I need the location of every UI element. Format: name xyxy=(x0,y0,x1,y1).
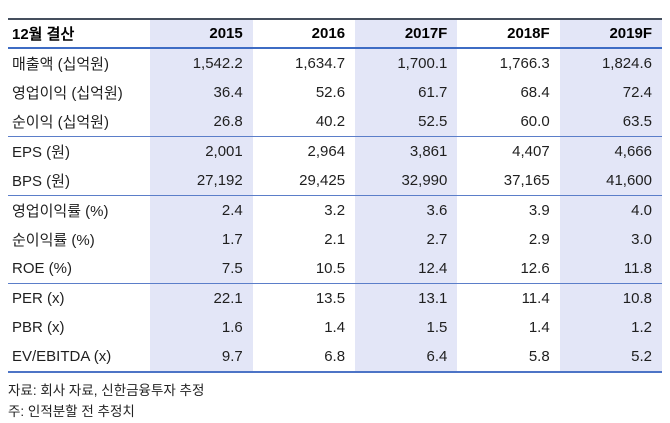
cell-value: 2.1 xyxy=(324,231,346,248)
table-row-revenue: 매출액 (십억원) 1,542.2 1,634.7 1,700.1 1,766.… xyxy=(8,48,662,78)
cell-value: 1,824.6 xyxy=(559,48,662,78)
cell-value: 68.4 xyxy=(520,84,550,101)
cell-value: 1.7 xyxy=(150,225,253,254)
row-label: 매출액 (십억원) xyxy=(12,56,109,73)
table-row-net-margin: 순이익률 (%) 1.7 2.1 2.7 2.9 3.0 xyxy=(8,225,662,254)
cell-value: 12.6 xyxy=(457,254,560,284)
header-fiscal-label: 12월 결산 xyxy=(8,18,151,49)
cell-value: 1,542.2 xyxy=(150,48,253,78)
cell-value: 2.9 xyxy=(528,231,550,248)
row-label: 영업이익 (십억원) xyxy=(12,85,123,102)
row-label: 순이익 (십억원) xyxy=(8,107,151,137)
cell-value: 3.0 xyxy=(559,225,662,254)
cell-value: 4,407 xyxy=(512,143,550,160)
cell-value: 13.5 xyxy=(315,290,346,307)
cell-value: 5.2 xyxy=(559,342,662,373)
row-label: ROE (%) xyxy=(8,254,151,284)
cell-value: 1.6 xyxy=(150,313,253,342)
cell-value: 61.7 xyxy=(355,78,458,107)
cell-value: 36.4 xyxy=(150,78,253,107)
header-year-2017f: 2017F xyxy=(355,18,458,49)
cell-value: 1,700.1 xyxy=(355,48,458,78)
source-note: 자료: 회사 자료, 신한금융투자 추정 xyxy=(8,383,205,398)
cell-value: 2.7 xyxy=(355,225,458,254)
header-year-2015: 2015 xyxy=(150,18,253,49)
cell-value: 1,766.3 xyxy=(499,55,550,72)
cell-value: 37,165 xyxy=(457,166,560,196)
cell-value: 1,634.7 xyxy=(295,55,346,72)
cell-value: 52.5 xyxy=(355,107,458,137)
table-row-per: PER (x) 22.1 13.5 13.1 11.4 10.8 xyxy=(8,283,662,313)
cell-value: 1.4 xyxy=(324,319,346,336)
cell-value: 3,861 xyxy=(355,136,458,166)
cell-value: 12.4 xyxy=(355,254,458,284)
table-row-ev-ebitda: EV/EBITDA (x) 9.7 6.8 6.4 5.8 5.2 xyxy=(8,342,662,373)
cell-value: 1.5 xyxy=(355,313,458,342)
table-row-pbr: PBR (x) 1.6 1.4 1.5 1.4 1.2 xyxy=(8,313,662,342)
cell-value: 3.9 xyxy=(528,202,550,219)
cell-value: 29,425 xyxy=(252,166,356,196)
row-label: EV/EBITDA (x) xyxy=(8,342,151,373)
row-label: PBR (x) xyxy=(12,319,65,336)
cell-value: 63.5 xyxy=(559,107,662,137)
cell-value: 11.4 xyxy=(521,290,550,307)
cell-value: 32,990 xyxy=(355,166,458,196)
cell-value: 11.8 xyxy=(559,254,662,284)
header-year-2019f: 2019F xyxy=(559,18,662,49)
cell-value: 3.6 xyxy=(355,195,458,225)
footnotes: 자료: 회사 자료, 신한금융투자 추정 주: 인적분할 전 추정치 xyxy=(8,380,204,422)
financial-estimates-table: 12월 결산 2015 2016 2017F 2018F 2019F 매출액 (… xyxy=(8,18,662,373)
cell-value: 40.2 xyxy=(252,107,356,137)
table-header-row: 12월 결산 2015 2016 2017F 2018F 2019F xyxy=(8,18,662,49)
cell-value: 10.5 xyxy=(252,254,356,284)
cell-value: 4,666 xyxy=(559,136,662,166)
cell-value: 2,964 xyxy=(307,143,346,160)
cell-value: 10.8 xyxy=(559,283,662,313)
table-row-eps: EPS (원) 2,001 2,964 3,861 4,407 4,666 xyxy=(8,136,662,166)
header-year-2018f: 2018F xyxy=(457,18,560,49)
cell-value: 1.4 xyxy=(528,319,550,336)
cell-value: 6.4 xyxy=(355,342,458,373)
cell-value: 5.8 xyxy=(457,342,560,373)
cell-value: 2,001 xyxy=(150,136,253,166)
header-year-2016: 2016 xyxy=(252,18,356,49)
row-label: 순이익률 (%) xyxy=(12,232,95,249)
cell-value: 13.1 xyxy=(355,283,458,313)
row-label: PER (x) xyxy=(12,290,65,307)
table-row-net-profit: 순이익 (십억원) 26.8 40.2 52.5 60.0 63.5 xyxy=(8,107,662,137)
cell-value: 7.5 xyxy=(150,254,253,284)
cell-value: 4.0 xyxy=(559,195,662,225)
estimate-note: 주: 인적분할 전 추정치 xyxy=(8,404,135,419)
table-row-bps: BPS (원) 27,192 29,425 32,990 37,165 41,6… xyxy=(8,166,662,196)
cell-value: 72.4 xyxy=(559,78,662,107)
row-label: BPS (원) xyxy=(8,166,151,196)
cell-value: 60.0 xyxy=(457,107,560,137)
cell-value: 41,600 xyxy=(559,166,662,196)
cell-value: 9.7 xyxy=(150,342,253,373)
cell-value: 27,192 xyxy=(150,166,253,196)
cell-value: 2.4 xyxy=(150,195,253,225)
table-row-roe: ROE (%) 7.5 10.5 12.4 12.6 11.8 xyxy=(8,254,662,284)
row-label: 영업이익률 (%) xyxy=(12,203,109,220)
cell-value: 26.8 xyxy=(150,107,253,137)
cell-value: 22.1 xyxy=(150,283,253,313)
row-label: EPS (원) xyxy=(12,144,70,161)
cell-value: 6.8 xyxy=(252,342,356,373)
cell-value: 52.6 xyxy=(315,84,346,101)
table-row-operating-profit: 영업이익 (십억원) 36.4 52.6 61.7 68.4 72.4 xyxy=(8,78,662,107)
cell-value: 1.2 xyxy=(559,313,662,342)
table-row-operating-margin: 영업이익률 (%) 2.4 3.2 3.6 3.9 4.0 xyxy=(8,195,662,225)
cell-value: 3.2 xyxy=(324,202,346,219)
